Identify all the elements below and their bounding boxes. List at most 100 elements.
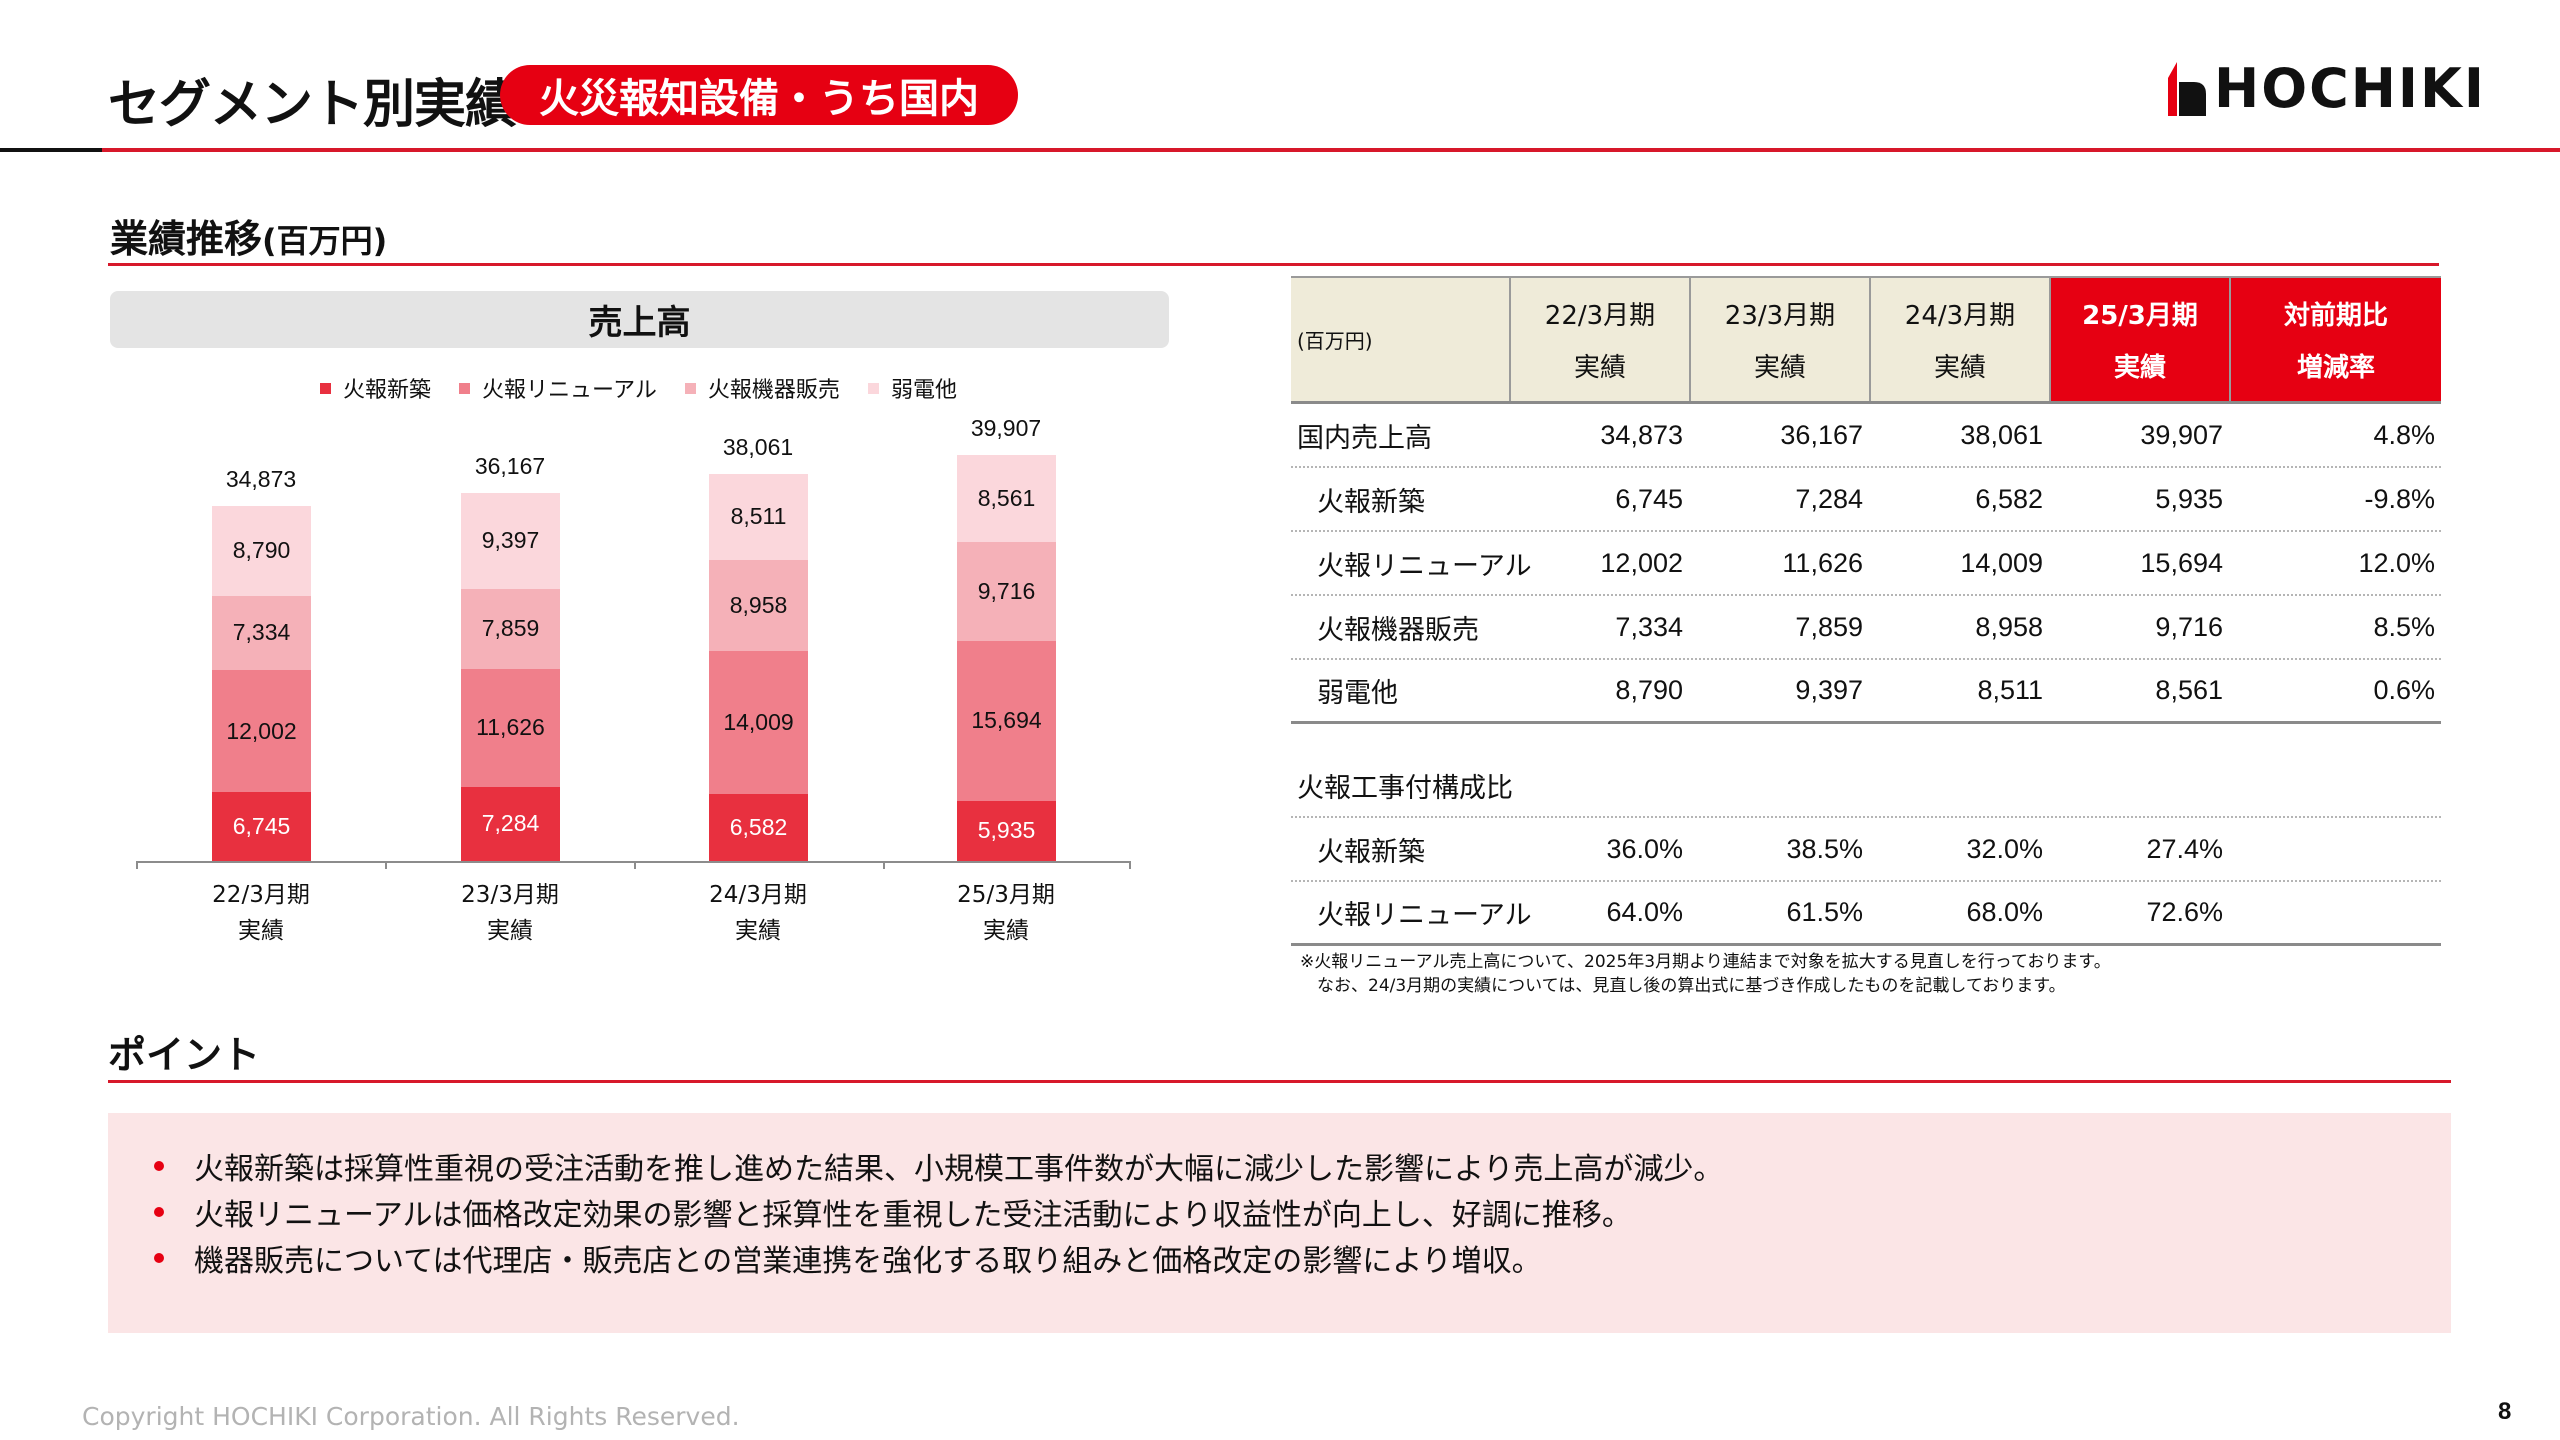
table-cell: 7,284	[1795, 483, 1863, 514]
table-cell: 8,511	[1977, 675, 2043, 705]
column-header: 24/3月期 実績	[1869, 278, 2049, 401]
x-label-sub: 実績	[983, 918, 1029, 944]
point-text: 機器販売については代理店・販売店との営業連携を強化する取り組みと価格改定の影響に…	[194, 1244, 1542, 1279]
bar-segment: 12,002	[212, 670, 311, 793]
table-cell: 6,745	[1615, 483, 1683, 514]
stacked-bar: 6,745 12,002 7,334 8,790	[212, 506, 311, 861]
table-header: (百万円) 22/3月期 実績 23/3月期 実績 24/3月期 実績 25/3…	[1291, 276, 2441, 404]
table-row: 弱電他 8,790 9,397 8,511 8,561 0.6%	[1291, 660, 2441, 724]
table-cell: 61.5%	[1786, 897, 1863, 927]
row-label: 火報工事付構成比	[1297, 772, 1513, 804]
section-title-unit: (百万円)	[262, 222, 388, 260]
table-footnote: ※火報リニューアル売上高について、2025年3月期より連結まで対象を拡大する見直…	[1300, 950, 2111, 998]
column-header-bottom: 実績	[1933, 352, 1986, 383]
x-label: 24/3月期 実績	[658, 877, 858, 949]
column-header: 23/3月期 実績	[1689, 278, 1869, 401]
axis-tick	[1129, 861, 1131, 869]
bar-segment: 7,334	[212, 595, 311, 671]
table-cell: 11,626	[1782, 547, 1863, 578]
table-row: 国内売上高 34,873 36,167 38,061 39,907 4.8%	[1291, 404, 2441, 468]
axis-tick	[634, 861, 636, 869]
points-box: 火報新築は採算性重視の受注活動を推し進めた結果、小規模工事件数が大幅に減少した影…	[108, 1113, 2451, 1333]
points-divider	[108, 1080, 2451, 1083]
x-label: 22/3月期 実績	[161, 877, 361, 949]
table-cell: 12.0%	[2358, 547, 2435, 578]
footnote-line: ※火報リニューアル売上高について、2025年3月期より連結まで対象を拡大する見直…	[1300, 952, 2111, 972]
table-cell: 27.4%	[2146, 833, 2223, 864]
table-cell: 14,009	[1960, 547, 2043, 578]
x-label-period: 25/3月期	[957, 882, 1055, 908]
x-label-sub: 実績	[735, 918, 781, 944]
x-label-sub: 実績	[238, 918, 284, 944]
legend-label: 弱電他	[890, 378, 957, 403]
axis-tick	[136, 861, 138, 869]
bar-segment: 7,859	[461, 588, 560, 669]
x-label: 23/3月期 実績	[410, 877, 610, 949]
points-title: ポイント	[108, 1033, 261, 1077]
table-cell: 32.0%	[1966, 833, 2043, 864]
table-cell: -9.8%	[2364, 483, 2435, 514]
table-row: 火報リニューアル 12,002 11,626 14,009 15,694 12.0%	[1291, 532, 2441, 596]
bar-total-label: 38,061	[722, 434, 794, 460]
chart-title: 売上高	[110, 291, 1169, 348]
table-cell: 9,397	[1795, 675, 1863, 705]
table-cell: 9,716	[2155, 611, 2223, 642]
table-cell: 39,907	[2140, 419, 2223, 450]
table-cell: 6,582	[1975, 483, 2043, 514]
table-row: 火報新築 36.0% 38.5% 32.0% 27.4%	[1291, 818, 2441, 882]
table-cell: 36,167	[1780, 419, 1863, 450]
section-divider	[108, 263, 2439, 266]
table-row: 火報工事付構成比	[1291, 754, 2441, 818]
table-row: 火報機器販売 7,334 7,859 8,958 9,716 8.5%	[1291, 596, 2441, 660]
table-cell: 8,790	[1615, 675, 1683, 705]
row-label: 弱電他	[1317, 678, 1398, 709]
table-cell: 12,002	[1600, 547, 1683, 578]
column-header-top: 25/3月期	[2082, 301, 2198, 332]
row-label: 火報リニューアル	[1317, 550, 1532, 582]
bar-total-label: 39,907	[970, 415, 1042, 441]
legend-label: 火報新築	[343, 378, 432, 403]
bar-total-label: 34,873	[225, 466, 297, 492]
chart-legend: 火報新築 火報リニューアル 火報機器販売 弱電他	[320, 372, 957, 404]
section-title: 業績推移(百万円)	[110, 208, 387, 263]
bar-segment: 9,397	[461, 492, 560, 589]
axis-tick	[385, 861, 387, 869]
stacked-bar: 5,935 15,694 9,716 8,561	[957, 454, 1056, 861]
column-header-bottom: 実績	[2113, 352, 2166, 383]
bar-segment: 9,716	[957, 541, 1056, 641]
header-divider-black	[0, 148, 102, 152]
x-axis	[136, 861, 1131, 863]
legend-swatch-icon	[684, 382, 696, 394]
bullet-dot-icon	[154, 1161, 164, 1171]
logo-text: HOCHIKI	[2214, 57, 2486, 120]
point-text: 火報新築は採算性重視の受注活動を推し進めた結果、小規模工事件数が大幅に減少した影…	[194, 1152, 1724, 1187]
segment-pill: 火災報知設備・うち国内	[500, 65, 1018, 125]
legend-label: 火報機器販売	[707, 378, 840, 403]
table-cell: 38.5%	[1786, 833, 1863, 864]
table-cell: 4.8%	[2373, 419, 2435, 450]
bar-segment: 7,284	[461, 786, 560, 861]
table-row: 火報新築 6,745 7,284 6,582 5,935 -9.8%	[1291, 468, 2441, 532]
table-cell: 5,935	[2155, 483, 2223, 514]
copyright: Copyright HOCHIKI Corporation. All Right…	[82, 1402, 740, 1431]
column-header-top: 対前期比	[2283, 301, 2388, 332]
bar-total-label: 36,167	[474, 453, 546, 479]
x-label-period: 24/3月期	[709, 882, 807, 908]
stacked-bar: 7,284 11,626 7,859 9,397	[461, 492, 560, 861]
table-cell: 64.0%	[1606, 897, 1683, 927]
bar-segment: 5,935	[957, 800, 1056, 861]
legend-swatch-icon	[320, 382, 331, 394]
column-header-top: 23/3月期	[1724, 301, 1836, 332]
legend-item: 火報機器販売	[684, 372, 840, 404]
x-label: 25/3月期 実績	[906, 877, 1106, 949]
x-label-period: 22/3月期	[212, 882, 310, 908]
logo-mark-icon	[2168, 62, 2208, 116]
bar-segment: 8,511	[709, 473, 808, 561]
legend-item: 火報リニューアル	[459, 372, 657, 404]
stacked-bar: 6,582 14,009 8,958 8,511	[709, 473, 808, 861]
point-item: 火報新築は採算性重視の受注活動を推し進めた結果、小規模工事件数が大幅に減少した影…	[148, 1143, 1723, 1189]
x-label-sub: 実績	[487, 918, 533, 944]
column-header-top: 22/3月期	[1544, 301, 1656, 332]
table-cell: 8,561	[2155, 675, 2223, 705]
row-label: 火報新築	[1317, 836, 1425, 868]
